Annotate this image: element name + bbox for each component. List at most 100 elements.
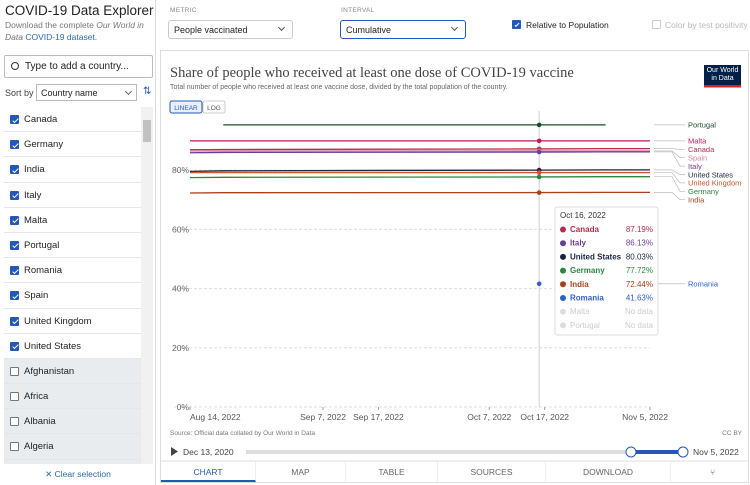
logo-text: Our World in Data bbox=[706, 67, 739, 82]
tooltip-value: No data bbox=[625, 321, 654, 330]
country-name: Afghanistan bbox=[24, 365, 75, 377]
country-name: Spain bbox=[24, 290, 49, 302]
clear-selection[interactable]: ✕ Clear selection bbox=[45, 469, 111, 479]
tooltip-name: Germany bbox=[570, 266, 605, 275]
sort-order-button[interactable]: ⇅ bbox=[143, 86, 152, 97]
color-by-checkbox[interactable]: Color by test positivity bbox=[652, 20, 748, 30]
country-row[interactable]: United States bbox=[4, 334, 141, 359]
tooltip-swatch bbox=[560, 322, 566, 329]
tab[interactable]: TABLE bbox=[346, 462, 438, 482]
tooltip-value: 87.19% bbox=[626, 225, 653, 234]
country-row[interactable]: India bbox=[4, 157, 141, 183]
series-label: Germany bbox=[688, 187, 719, 196]
country-row[interactable]: United Kingdom bbox=[4, 309, 141, 334]
y-tick-label: 20% bbox=[172, 343, 189, 353]
timeline-handle[interactable] bbox=[677, 446, 689, 458]
tab[interactable]: SOURCES bbox=[438, 462, 546, 482]
tab[interactable]: CHART bbox=[161, 462, 256, 482]
scroll-thumb[interactable] bbox=[143, 120, 151, 142]
tab[interactable]: DOWNLOAD bbox=[546, 462, 671, 482]
relative-checkbox[interactable]: Relative to Population bbox=[512, 20, 609, 30]
country-name: United States bbox=[24, 340, 82, 352]
checkbox bbox=[10, 341, 19, 351]
scale-button[interactable] bbox=[169, 100, 203, 114]
tab[interactable]: MAP bbox=[256, 462, 346, 482]
chart-subtitle: Total number of people who received at l… bbox=[170, 84, 508, 91]
tooltip-value: 80.03% bbox=[626, 252, 653, 261]
country-row[interactable]: Romania bbox=[4, 258, 141, 284]
country-row[interactable]: Portugal bbox=[4, 233, 141, 259]
timeline-handle[interactable] bbox=[625, 446, 637, 458]
country-row[interactable]: Andorra bbox=[4, 459, 141, 464]
country-row[interactable]: Canada bbox=[4, 107, 141, 133]
tooltip-name: Canada bbox=[570, 225, 599, 234]
country-name: Malta bbox=[24, 214, 48, 226]
country-name: Algeria bbox=[24, 441, 54, 453]
hover-dot bbox=[536, 170, 542, 175]
timeline-start: Dec 13, 2020 bbox=[183, 447, 234, 457]
country-name: Italy bbox=[24, 189, 42, 201]
hover-dot bbox=[536, 149, 542, 155]
chart-title: Share of people who received at least on… bbox=[170, 65, 574, 81]
tooltip-name: India bbox=[570, 280, 589, 289]
country-list: Canada Germany India Italy Malta Portugal Roma… bbox=[4, 107, 141, 464]
tooltip-name: United States bbox=[570, 252, 622, 261]
series-label: Spain bbox=[688, 153, 707, 162]
hover-dot bbox=[536, 174, 542, 180]
series-label: Romania bbox=[688, 280, 719, 289]
label-connector bbox=[654, 151, 685, 167]
x-tick-label: Nov 5, 2022 bbox=[622, 412, 668, 422]
scale-button[interactable] bbox=[202, 100, 226, 114]
series-label: United Kingdom bbox=[688, 179, 741, 188]
share-button[interactable]: ⑂ bbox=[709, 467, 716, 477]
country-row[interactable]: Malta bbox=[4, 208, 141, 233]
logo-text-box: Our World in Data bbox=[706, 67, 739, 82]
country-name: India bbox=[24, 164, 45, 176]
checkbox bbox=[10, 240, 19, 250]
label-connector bbox=[654, 148, 685, 150]
country-row[interactable]: Spain bbox=[4, 283, 141, 309]
country-row[interactable]: Algeria bbox=[4, 434, 141, 460]
country-name: United Kingdom bbox=[24, 315, 92, 327]
subtitle-text: Download the complete bbox=[5, 20, 97, 30]
x-tick-label: Sep 7, 2022 bbox=[300, 412, 346, 422]
hover-dot bbox=[536, 281, 542, 287]
license: CC BY bbox=[722, 430, 743, 437]
scrollbar[interactable] bbox=[141, 107, 153, 464]
relative-label: Relative to Population bbox=[526, 20, 609, 30]
checkbox bbox=[10, 140, 19, 150]
country-name: Africa bbox=[24, 391, 49, 403]
sort-select[interactable]: Country name bbox=[36, 84, 137, 101]
app-title: COVID-19 Data Explorer bbox=[5, 3, 154, 18]
country-name: Romania bbox=[24, 265, 63, 277]
tooltip-value: 77.72% bbox=[626, 266, 653, 275]
country-row[interactable]: Albania bbox=[4, 409, 141, 435]
series-label: Italy bbox=[688, 162, 702, 171]
tooltip-value: 41.63% bbox=[626, 294, 653, 303]
search-box[interactable]: Type to add a country... bbox=[4, 55, 153, 78]
dataset-link[interactable]: COVID-19 dataset. bbox=[22, 32, 98, 42]
play-button[interactable] bbox=[171, 447, 178, 456]
series-label: Malta bbox=[688, 137, 707, 146]
y-tick-label: 0% bbox=[177, 402, 190, 412]
country-row[interactable]: Afghanistan bbox=[4, 358, 141, 385]
metric-select[interactable]: People vaccinated bbox=[168, 20, 293, 39]
y-tick-label: 80% bbox=[172, 165, 189, 175]
checkbox bbox=[10, 291, 19, 301]
logo-bar bbox=[704, 85, 741, 88]
tooltip-date: Oct 16, 2022 bbox=[560, 211, 606, 220]
country-row[interactable]: Italy bbox=[4, 183, 141, 208]
logo bbox=[704, 65, 741, 87]
country-row[interactable]: Africa bbox=[4, 384, 141, 410]
tooltip-swatch bbox=[560, 308, 566, 315]
checkbox bbox=[10, 392, 19, 402]
hover-dot bbox=[536, 190, 542, 195]
series-line bbox=[189, 147, 650, 151]
x-tick-label: Oct 17, 2022 bbox=[520, 412, 569, 422]
hover-dot bbox=[536, 122, 542, 128]
tooltip-swatch bbox=[560, 281, 566, 288]
interval-select[interactable]: Cumulative bbox=[340, 20, 466, 39]
tooltip-swatch bbox=[560, 240, 566, 247]
country-row[interactable]: Germany bbox=[4, 132, 141, 158]
tooltip-value: 86.13% bbox=[626, 239, 653, 248]
